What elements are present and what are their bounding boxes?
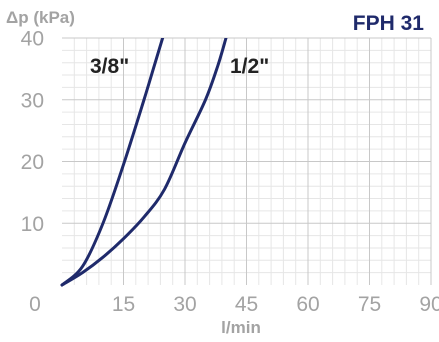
x-tick-label: 60 [296, 293, 319, 316]
major-grid [62, 37, 432, 285]
x-tick-labels: 0 15 30 45 60 75 90 [29, 293, 439, 316]
x-axis-title: l/min [221, 318, 261, 337]
y-tick-label: 20 [21, 151, 44, 174]
x-tick-label: 90 [419, 293, 439, 316]
series-line-1 [60, 38, 228, 287]
chart-title: FPH 31 [353, 12, 425, 35]
series-line-0 [60, 38, 165, 287]
y-axis-title: Δp (kPa) [6, 8, 75, 27]
y-tick-label: 10 [21, 213, 44, 236]
x-tick-label: 0 [29, 293, 41, 316]
x-tick-label: 45 [235, 293, 258, 316]
series-label-1-2: 1/2" [230, 55, 269, 78]
series-lines [60, 38, 228, 287]
y-tick-label: 40 [21, 28, 44, 51]
x-tick-label: 30 [173, 293, 196, 316]
y-tick-labels: 10 20 30 40 [21, 28, 44, 236]
x-tick-label: 75 [358, 293, 381, 316]
y-tick-label: 30 [21, 89, 44, 112]
x-tick-label: 15 [112, 293, 135, 316]
series-label-3-8: 3/8" [90, 55, 129, 78]
